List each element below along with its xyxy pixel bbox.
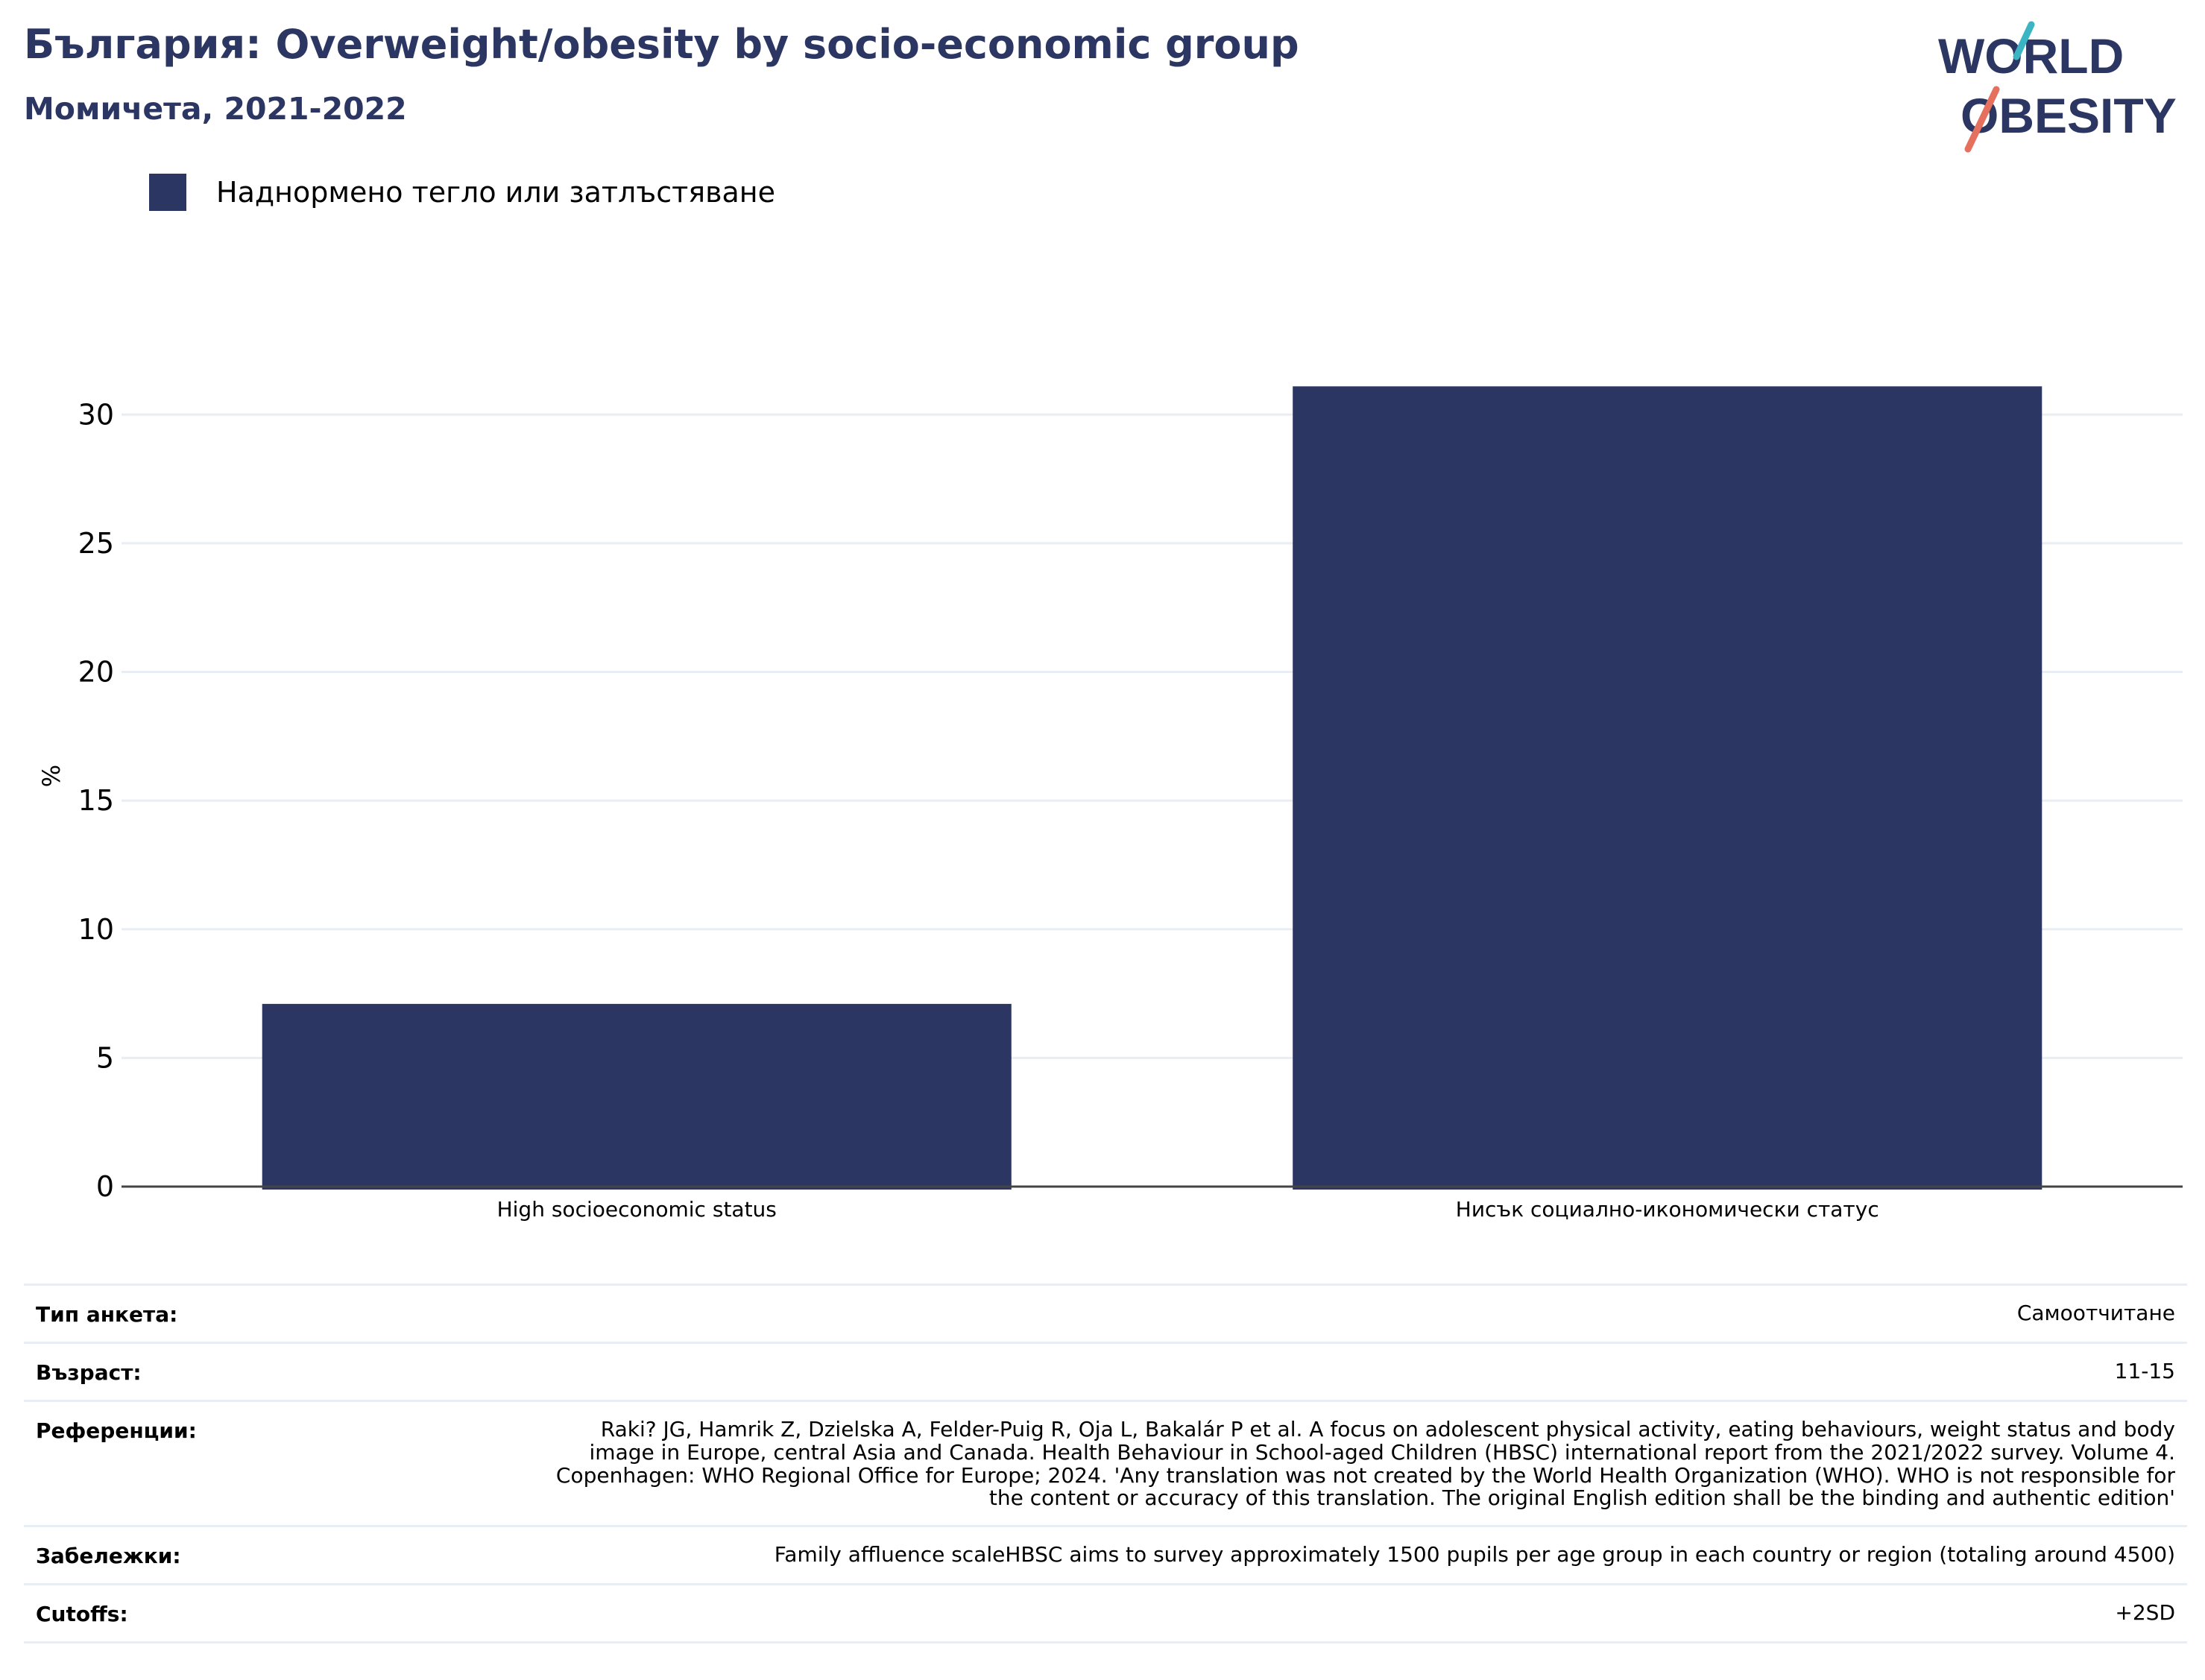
x-tick-label: High socioeconomic status bbox=[497, 1197, 777, 1222]
y-tick-label: 20 bbox=[78, 656, 114, 689]
info-value-notes: Family affluence scaleHBSC aims to surve… bbox=[774, 1542, 2175, 1567]
legend-label: Наднормено тегло или затлъстяване bbox=[216, 176, 775, 209]
y-tick-label: 30 bbox=[78, 398, 114, 431]
logo-teal-slash bbox=[2013, 21, 2035, 60]
info-label-survey-type: Тип анкета: bbox=[36, 1302, 178, 1327]
bar bbox=[1293, 386, 2042, 1190]
info-value-cutoffs: +2SD bbox=[2115, 1600, 2175, 1626]
info-value-references: Raki? JG, Hamrik Z, Dzielska A, Felder-P… bbox=[555, 1417, 2175, 1511]
info-label-references: Референции: bbox=[36, 1418, 197, 1443]
y-tick-label: 0 bbox=[96, 1170, 114, 1203]
info-value-age: 11-15 bbox=[2114, 1359, 2175, 1383]
chart-title: България: Overweight/obesity by socio-ec… bbox=[24, 21, 1299, 68]
world-obesity-logo: WORLD OBESITY bbox=[1938, 21, 2177, 153]
y-tick-label: 25 bbox=[78, 527, 114, 560]
info-label-age: Възраст: bbox=[36, 1360, 142, 1385]
y-axis-label: % bbox=[37, 765, 66, 787]
info-row-age: Възраст: 11-15 bbox=[24, 1342, 2187, 1400]
logo-line1: WORLD bbox=[1938, 28, 2124, 83]
bar bbox=[262, 1003, 1012, 1190]
info-label-cutoffs: Cutoffs: bbox=[36, 1602, 128, 1627]
logo-red-slash bbox=[1964, 86, 2000, 153]
info-row-references: Референции: Raki? JG, Hamrik Z, Dzielska… bbox=[24, 1400, 2187, 1525]
bar-chart: 0 5 10 15 20 25 30% High socioeconomic status Ни… bbox=[37, 386, 2183, 1222]
x-tick-label: Нисък социално-икономически статус bbox=[1456, 1197, 1879, 1222]
info-row-cutoffs: Cutoffs: +2SD bbox=[24, 1583, 2187, 1644]
y-tick-label: 5 bbox=[96, 1041, 114, 1074]
y-tick-label: 10 bbox=[78, 913, 114, 946]
legend-swatch bbox=[149, 174, 186, 211]
y-tick-label: 15 bbox=[78, 784, 114, 817]
info-value-survey-type: Самоотчитане bbox=[2016, 1301, 2175, 1325]
logo-line2: OBESITY bbox=[1960, 88, 2177, 143]
info-row-survey-type: Тип анкета: Самоотчитане bbox=[24, 1283, 2187, 1342]
info-label-notes: Забележки: bbox=[36, 1544, 181, 1569]
info-row-notes: Забележки: Family affluence scaleHBSC ai… bbox=[24, 1525, 2187, 1583]
legend: Наднормено тегло или затлъстяване bbox=[149, 171, 775, 213]
chart-subtitle: Момичета, 2021-2022 bbox=[24, 91, 407, 127]
info-table: Тип анкета: Самоотчитане Възраст: 11-15 … bbox=[24, 1283, 2187, 1644]
